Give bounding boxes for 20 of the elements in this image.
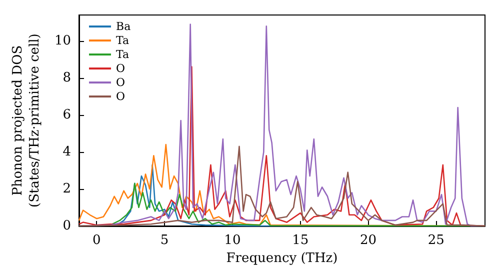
x-tick-label: 5 [160,233,169,248]
legend-label: Ba [116,20,132,33]
y-tick-label: 0 [62,218,71,234]
y-tick-label: 2 [62,181,71,196]
y-tick-label: 8 [62,70,71,86]
legend-label: O [116,76,126,89]
x-axis-title: Frequency (THz) [226,250,338,266]
x-tick-label: 0 [92,233,101,248]
x-tick-label: 25 [428,233,444,248]
legend-label: Ta [116,48,130,61]
x-tick-label: 15 [292,233,309,248]
legend-label: O [116,90,126,103]
x-tick-label: 10 [224,233,241,248]
legend-label: O [116,62,126,75]
y-tick-label: 10 [54,33,71,48]
y-tick-label: 4 [62,144,71,160]
legend-label: Ta [116,34,130,47]
y-axis-title: Phonon projected DOS (States/THz·primitive cell) [10,33,43,208]
x-tick-label: 20 [360,233,376,248]
y-tick-label: 6 [62,107,71,122]
